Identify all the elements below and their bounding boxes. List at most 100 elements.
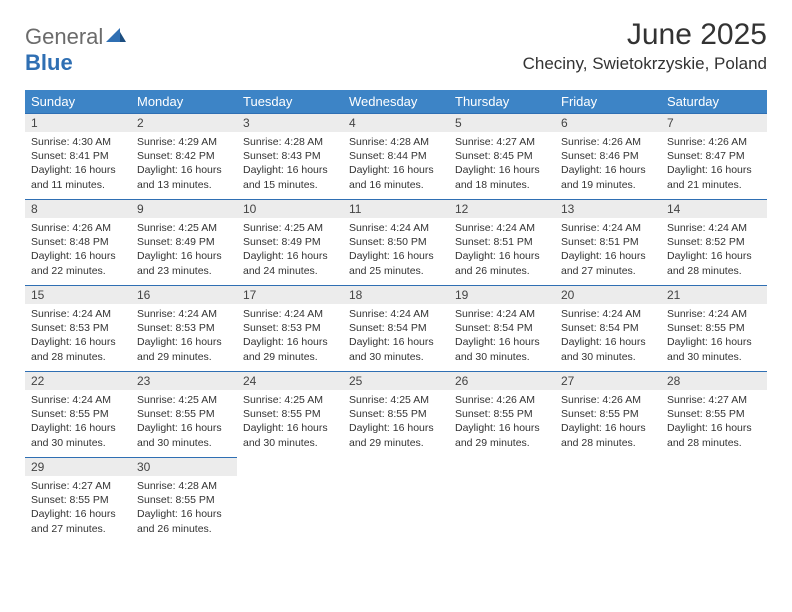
day-number: 9 (131, 199, 237, 218)
sunset-text: Sunset: 8:42 PM (137, 149, 231, 163)
day-number: 12 (449, 199, 555, 218)
day-details: Sunrise: 4:24 AMSunset: 8:50 PMDaylight:… (343, 218, 449, 282)
sunset-text: Sunset: 8:44 PM (349, 149, 443, 163)
calendar-head: Sunday Monday Tuesday Wednesday Thursday… (25, 90, 767, 113)
daylight-text: Daylight: 16 hours and 16 minutes. (349, 163, 443, 191)
sunrise-text: Sunrise: 4:26 AM (31, 221, 125, 235)
day-details: Sunrise: 4:24 AMSunset: 8:53 PMDaylight:… (237, 304, 343, 368)
sunrise-text: Sunrise: 4:24 AM (561, 307, 655, 321)
weekday-header: Friday (555, 90, 661, 113)
sunrise-text: Sunrise: 4:28 AM (137, 479, 231, 493)
calendar-cell: 13Sunrise: 4:24 AMSunset: 8:51 PMDayligh… (555, 199, 661, 285)
sunrise-text: Sunrise: 4:28 AM (349, 135, 443, 149)
day-details: Sunrise: 4:24 AMSunset: 8:54 PMDaylight:… (555, 304, 661, 368)
sunrise-text: Sunrise: 4:28 AM (243, 135, 337, 149)
day-details: Sunrise: 4:26 AMSunset: 8:48 PMDaylight:… (25, 218, 131, 282)
page-title: June 2025 (523, 18, 767, 52)
daylight-text: Daylight: 16 hours and 11 minutes. (31, 163, 125, 191)
sunset-text: Sunset: 8:55 PM (31, 493, 125, 507)
day-number: 8 (25, 199, 131, 218)
daylight-text: Daylight: 16 hours and 27 minutes. (31, 507, 125, 535)
daylight-text: Daylight: 16 hours and 28 minutes. (31, 335, 125, 363)
calendar-cell: 22Sunrise: 4:24 AMSunset: 8:55 PMDayligh… (25, 371, 131, 457)
sunset-text: Sunset: 8:55 PM (561, 407, 655, 421)
calendar-body: 1Sunrise: 4:30 AMSunset: 8:41 PMDaylight… (25, 113, 767, 543)
calendar-cell (555, 457, 661, 543)
day-number: 6 (555, 113, 661, 132)
day-number: 14 (661, 199, 767, 218)
day-details: Sunrise: 4:28 AMSunset: 8:43 PMDaylight:… (237, 132, 343, 196)
calendar-cell: 19Sunrise: 4:24 AMSunset: 8:54 PMDayligh… (449, 285, 555, 371)
sunset-text: Sunset: 8:45 PM (455, 149, 549, 163)
daylight-text: Daylight: 16 hours and 30 minutes. (667, 335, 761, 363)
daylight-text: Daylight: 16 hours and 28 minutes. (561, 421, 655, 449)
calendar-cell: 11Sunrise: 4:24 AMSunset: 8:50 PMDayligh… (343, 199, 449, 285)
sunset-text: Sunset: 8:55 PM (667, 321, 761, 335)
sunrise-text: Sunrise: 4:24 AM (349, 221, 443, 235)
sunrise-text: Sunrise: 4:25 AM (243, 393, 337, 407)
day-number: 30 (131, 457, 237, 476)
sunset-text: Sunset: 8:48 PM (31, 235, 125, 249)
daylight-text: Daylight: 16 hours and 15 minutes. (243, 163, 337, 191)
sunrise-text: Sunrise: 4:26 AM (455, 393, 549, 407)
calendar-cell (661, 457, 767, 543)
sunrise-text: Sunrise: 4:26 AM (667, 135, 761, 149)
calendar-cell: 24Sunrise: 4:25 AMSunset: 8:55 PMDayligh… (237, 371, 343, 457)
sunset-text: Sunset: 8:43 PM (243, 149, 337, 163)
weekday-header: Sunday (25, 90, 131, 113)
day-details: Sunrise: 4:26 AMSunset: 8:46 PMDaylight:… (555, 132, 661, 196)
calendar-cell: 29 Sunrise: 4:27 AMSunset: 8:55 PMDayligh… (25, 457, 131, 543)
day-details: Sunrise: 4:24 AMSunset: 8:55 PMDaylight:… (25, 390, 131, 454)
sunset-text: Sunset: 8:55 PM (455, 407, 549, 421)
calendar-week-row: 29Sunrise: 4:27 AMSunset: 8:55 PMDayligh… (25, 457, 767, 543)
calendar-cell: 18Sunrise: 4:24 AMSunset: 8:54 PMDayligh… (343, 285, 449, 371)
daylight-text: Daylight: 16 hours and 28 minutes. (667, 249, 761, 277)
sunrise-text: Sunrise: 4:27 AM (667, 393, 761, 407)
day-number: 27 (555, 371, 661, 390)
weekday-header: Monday (131, 90, 237, 113)
day-number: 18 (343, 285, 449, 304)
day-number: 11 (343, 199, 449, 218)
calendar-cell: 3Sunrise: 4:28 AMSunset: 8:43 PMDaylight… (237, 113, 343, 199)
sunset-text: Sunset: 8:51 PM (561, 235, 655, 249)
day-number: 1 (25, 113, 131, 132)
sunset-text: Sunset: 8:55 PM (667, 407, 761, 421)
sunset-text: Sunset: 8:55 PM (137, 493, 231, 507)
day-details: Sunrise: 4:25 AMSunset: 8:55 PMDaylight:… (237, 390, 343, 454)
day-number: 17 (237, 285, 343, 304)
daylight-text: Daylight: 16 hours and 24 minutes. (243, 249, 337, 277)
daylight-text: Daylight: 16 hours and 30 minutes. (455, 335, 549, 363)
day-details: Sunrise: 4:25 AMSunset: 8:55 PMDaylight:… (131, 390, 237, 454)
sunrise-text: Sunrise: 4:24 AM (243, 307, 337, 321)
logo-text: General Blue (25, 24, 126, 76)
calendar-cell (343, 457, 449, 543)
day-details: Sunrise: 4:24 AMSunset: 8:55 PMDaylight:… (661, 304, 767, 368)
weekday-header: Thursday (449, 90, 555, 113)
day-number: 23 (131, 371, 237, 390)
sunrise-text: Sunrise: 4:26 AM (561, 393, 655, 407)
day-number: 21 (661, 285, 767, 304)
calendar-cell: 9Sunrise: 4:25 AMSunset: 8:49 PMDaylight… (131, 199, 237, 285)
calendar-cell (449, 457, 555, 543)
day-details: Sunrise: 4:24 AMSunset: 8:51 PMDaylight:… (449, 218, 555, 282)
daylight-text: Daylight: 16 hours and 13 minutes. (137, 163, 231, 191)
daylight-text: Daylight: 16 hours and 30 minutes. (243, 421, 337, 449)
day-number: 20 (555, 285, 661, 304)
day-number: 25 (343, 371, 449, 390)
weekday-row: Sunday Monday Tuesday Wednesday Thursday… (25, 90, 767, 113)
daylight-text: Daylight: 16 hours and 30 minutes. (561, 335, 655, 363)
sunrise-text: Sunrise: 4:24 AM (137, 307, 231, 321)
sunrise-text: Sunrise: 4:27 AM (31, 479, 125, 493)
calendar-week-row: 22Sunrise: 4:24 AMSunset: 8:55 PMDayligh… (25, 371, 767, 457)
sunset-text: Sunset: 8:53 PM (31, 321, 125, 335)
sunrise-text: Sunrise: 4:29 AM (137, 135, 231, 149)
sunrise-text: Sunrise: 4:25 AM (137, 221, 231, 235)
sunrise-text: Sunrise: 4:24 AM (349, 307, 443, 321)
day-number: 10 (237, 199, 343, 218)
day-details: Sunrise: 4:26 AMSunset: 8:55 PMDaylight:… (449, 390, 555, 454)
day-number: 16 (131, 285, 237, 304)
sunrise-text: Sunrise: 4:24 AM (667, 221, 761, 235)
sunset-text: Sunset: 8:49 PM (243, 235, 337, 249)
day-number: 29 (25, 457, 131, 476)
calendar-cell: 25Sunrise: 4:25 AMSunset: 8:55 PMDayligh… (343, 371, 449, 457)
